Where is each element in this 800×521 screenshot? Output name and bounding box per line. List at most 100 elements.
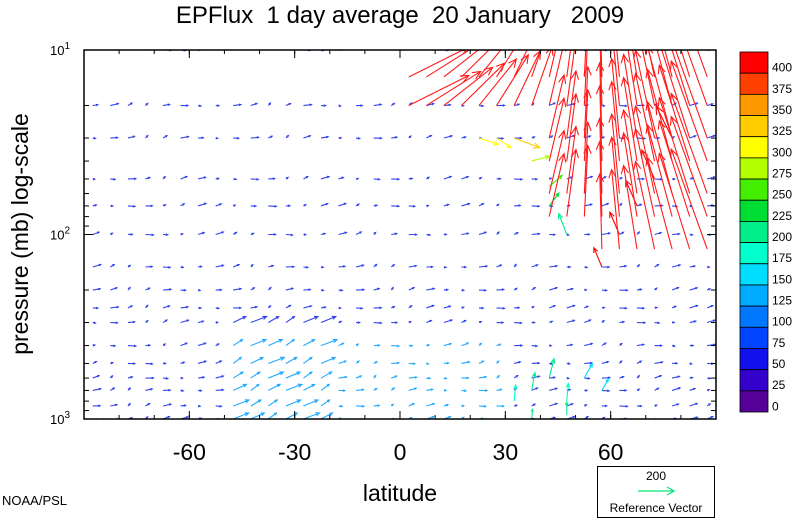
field-vector-head (361, 264, 365, 267)
strong-flux-vector (583, 145, 589, 217)
field-vector-head (201, 320, 205, 323)
field-vector-head (570, 343, 574, 347)
strong-flux-vector-head (633, 160, 642, 171)
field-vector-head (303, 204, 307, 207)
field-vector-head (708, 403, 712, 406)
field-vector-head (624, 264, 628, 268)
field-vector (268, 412, 277, 419)
flux-vector (531, 409, 534, 419)
flux-vector (478, 137, 499, 145)
field-vector-head (448, 342, 453, 346)
field-vector (671, 264, 681, 268)
field-vector-head (290, 287, 295, 291)
colorbar-label: 200 (772, 230, 792, 244)
field-vector-head (274, 204, 278, 208)
field-vector-head (311, 338, 316, 343)
field-vector-head (184, 342, 189, 346)
field-vector (110, 103, 119, 107)
field-vector (285, 412, 298, 419)
strong-flux-vector-head (508, 30, 516, 39)
strong-flux-vector (632, 50, 638, 78)
field-vector-head (93, 321, 97, 325)
field-vector-head (584, 404, 588, 407)
strong-flux-vector-head (570, 69, 580, 80)
strong-flux-vector (584, 50, 585, 51)
field-vector-head (466, 232, 470, 235)
field-vector (162, 403, 172, 407)
colorbar-label: 25 (772, 378, 786, 392)
flux-vector (531, 372, 536, 391)
field-vector-head (326, 383, 331, 387)
field-vector-head (410, 177, 414, 180)
field-vector-head (329, 412, 334, 416)
strong-flux-vector-head (545, 50, 554, 56)
field-vector-head (185, 305, 190, 309)
field-vector-head (572, 319, 576, 323)
field-vector-head (625, 288, 629, 292)
field-vector-head (296, 399, 302, 404)
field-vector (268, 383, 281, 391)
field-vector-head (602, 104, 606, 107)
field-vector-head (606, 202, 610, 206)
field-vector-head (394, 375, 399, 378)
strong-flux-vector-head (658, 10, 665, 19)
field-vector-head (198, 404, 202, 408)
flux-vector-head (605, 378, 609, 383)
x-tick-label: -60 (173, 439, 206, 465)
field-vector-head (257, 399, 263, 403)
field-vector-head (479, 342, 483, 346)
field-vector-head (430, 265, 434, 269)
field-vector-head (270, 135, 274, 139)
field-vector-head (502, 306, 506, 310)
field-vector-head (340, 288, 344, 292)
strong-flux-vector-head (657, 119, 666, 130)
field-vector (250, 339, 267, 347)
field-vector (180, 319, 189, 324)
field-vector-head (323, 104, 327, 107)
colorbar-label: 75 (772, 336, 786, 350)
field-vector-head (360, 104, 364, 107)
field-vector-head (532, 321, 536, 324)
field-vector-head (672, 177, 677, 181)
field-vector-head (132, 204, 137, 208)
strong-flux-vector-head (646, 14, 653, 23)
field-vector-head (216, 177, 221, 181)
field-vector-head (236, 136, 241, 140)
field-vector-head (163, 343, 167, 347)
colorbar-label: 150 (772, 272, 792, 286)
field-vector-head (483, 405, 488, 408)
strong-flux-vector-head (558, 129, 567, 140)
strong-flux-vector-head (472, 16, 481, 23)
field-vector-head (619, 342, 623, 346)
field-vector-head (502, 104, 506, 107)
field-vector (92, 264, 101, 268)
field-vector (303, 339, 315, 347)
field-vector-head (331, 356, 337, 361)
field-vector-head (233, 204, 237, 207)
field-vector-head (129, 102, 134, 106)
field-vector-head (291, 338, 296, 343)
strong-flux-vector-head (475, 50, 477, 51)
field-vector-head (601, 136, 606, 139)
strong-flux-vector (566, 149, 577, 217)
flux-vector (513, 137, 540, 149)
field-vector-head (286, 134, 290, 138)
strong-flux-vector (611, 58, 620, 139)
strong-flux-vector (601, 50, 602, 51)
field-vector-head (216, 104, 221, 107)
field-vector-head (446, 361, 450, 365)
field-vector-head (167, 415, 171, 419)
strong-flux-vector-head (584, 34, 591, 42)
field-vector-head (361, 388, 365, 392)
field-vector-head (297, 383, 304, 388)
field-vector-head (185, 416, 190, 419)
strong-flux-vector (689, 50, 690, 51)
field-vector-head (234, 177, 238, 181)
strong-flux-vector (549, 50, 550, 51)
strong-flux-vector (658, 97, 691, 194)
field-vector-head (359, 231, 363, 234)
strong-flux-vector (566, 50, 575, 106)
strong-flux-vector-head (633, 127, 642, 138)
field-vector-head (624, 306, 628, 310)
